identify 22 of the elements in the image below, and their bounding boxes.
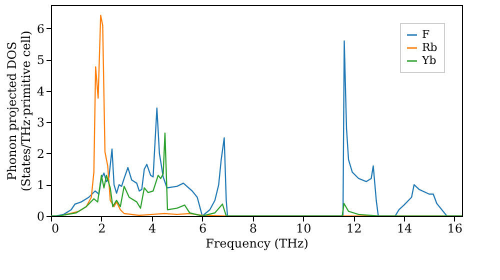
- x-tick-label: 12: [346, 222, 362, 236]
- y-tick-label: 6: [36, 22, 44, 36]
- legend-label: F: [422, 28, 430, 41]
- x-tick-label: 6: [198, 222, 207, 236]
- y-tick-label: 2: [36, 146, 44, 161]
- y-tick-label: 4: [36, 84, 45, 98]
- x-tick-label: 0: [52, 222, 60, 236]
- x-tick-label: 2: [98, 222, 106, 236]
- y-tick-label: 1: [36, 178, 44, 192]
- y-tick-label: 0: [36, 210, 44, 224]
- line-series: [51, 132, 462, 216]
- x-tick-label: 4: [148, 222, 157, 236]
- y-tick-label: 3: [36, 116, 44, 130]
- x-tick-label: 8: [249, 222, 258, 236]
- x-axis-title: Frequency (THz): [206, 236, 308, 250]
- x-tick-label: 14: [396, 222, 412, 236]
- y-tick-label: 5: [36, 53, 44, 68]
- x-tick-label: 16: [447, 222, 463, 236]
- legend-label: Rb: [422, 41, 438, 54]
- legend-label: Yb: [421, 54, 436, 67]
- y-axis-title: Phonon projected DOS (States/THz·primitive cell): [4, 30, 33, 192]
- x-tick-label: 10: [296, 222, 312, 236]
